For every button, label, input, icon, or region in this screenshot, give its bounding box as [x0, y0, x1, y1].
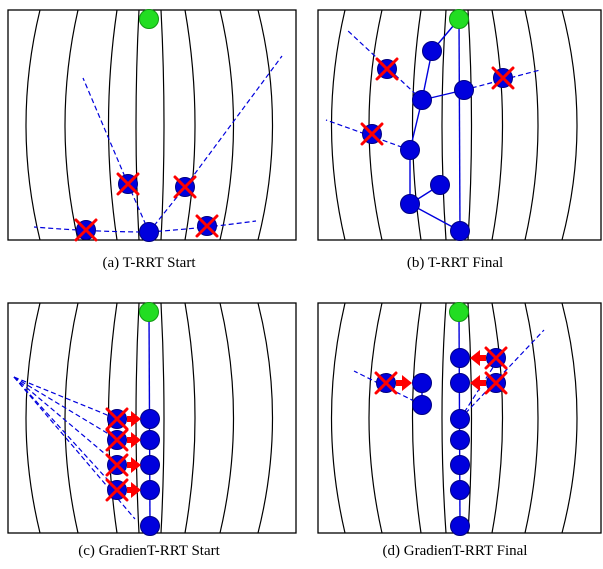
- panel-caption: (a) T-RRT Start: [102, 255, 196, 271]
- node: [450, 221, 470, 241]
- rejected-marks: [374, 346, 508, 395]
- reject-x-icon: [105, 407, 129, 431]
- goal-node: [449, 9, 469, 29]
- panel-caption: (d) GradienT-RRT Final: [382, 543, 528, 559]
- reject-x-icon: [484, 371, 508, 395]
- contour-lines: [330, 302, 578, 534]
- goal-node: [139, 9, 159, 29]
- arrow-left-icon: [470, 375, 486, 391]
- reject-x-icon: [105, 453, 129, 477]
- node: [454, 80, 474, 100]
- node: [450, 455, 470, 475]
- panel-caption: (b) T-RRT Final: [406, 255, 504, 271]
- arrow-right-icon: [127, 457, 141, 473]
- reject-x-icon: [484, 346, 508, 370]
- reject-x-icon: [360, 122, 384, 146]
- node: [400, 140, 420, 160]
- reject-x-icon: [195, 214, 219, 238]
- node: [400, 194, 420, 214]
- panel-d-diagram: [317, 302, 602, 536]
- node: [430, 175, 450, 195]
- node: [450, 409, 470, 429]
- contour-lines: [25, 302, 274, 534]
- node: [450, 430, 470, 450]
- reject-x-icon: [116, 172, 140, 196]
- reject-x-icon: [375, 57, 399, 81]
- panel-d: (d) GradienT-RRT Final: [310, 293, 603, 569]
- node: [140, 516, 160, 536]
- reject-x-icon: [74, 218, 98, 242]
- reject-x-icon: [105, 428, 129, 452]
- node: [450, 348, 470, 368]
- reject-x-icon: [491, 66, 515, 90]
- panel-b-diagram: [317, 9, 602, 241]
- gradient-arrows: [396, 350, 486, 391]
- node: [140, 430, 160, 450]
- node: [412, 395, 432, 415]
- panel-c: (c) GradienT-RRT Start: [0, 293, 300, 569]
- rejected-marks: [360, 57, 515, 146]
- node: [450, 516, 470, 536]
- node: [422, 41, 442, 61]
- node: [140, 480, 160, 500]
- goal-node: [449, 302, 469, 322]
- goal-node: [139, 302, 159, 322]
- node: [450, 480, 470, 500]
- rejected-marks: [105, 407, 129, 502]
- arrow-right-icon: [127, 432, 141, 448]
- node: [140, 409, 160, 429]
- node: [450, 373, 470, 393]
- contour-lines: [25, 9, 274, 241]
- reject-x-icon: [173, 175, 197, 199]
- node: [412, 90, 432, 110]
- reject-x-icon: [105, 478, 129, 502]
- reject-x-icon: [374, 371, 398, 395]
- arrow-right-icon: [396, 375, 412, 391]
- gradient-arrows: [127, 411, 141, 498]
- arrow-left-icon: [470, 350, 486, 366]
- panel-a-diagram: [7, 9, 297, 242]
- panel-caption: (c) GradienT-RRT Start: [78, 543, 220, 559]
- rejected-marks: [74, 172, 219, 242]
- node: [412, 373, 432, 393]
- nodes: [376, 348, 506, 536]
- panel-b: (b) T-RRT Final: [310, 0, 603, 280]
- node: [139, 222, 159, 242]
- arrow-right-icon: [127, 411, 141, 427]
- panel-c-diagram: [7, 302, 297, 536]
- arrow-right-icon: [127, 482, 141, 498]
- panel-frame: [7, 9, 297, 241]
- panel-a: (a) T-RRT Start: [0, 0, 300, 280]
- node: [140, 455, 160, 475]
